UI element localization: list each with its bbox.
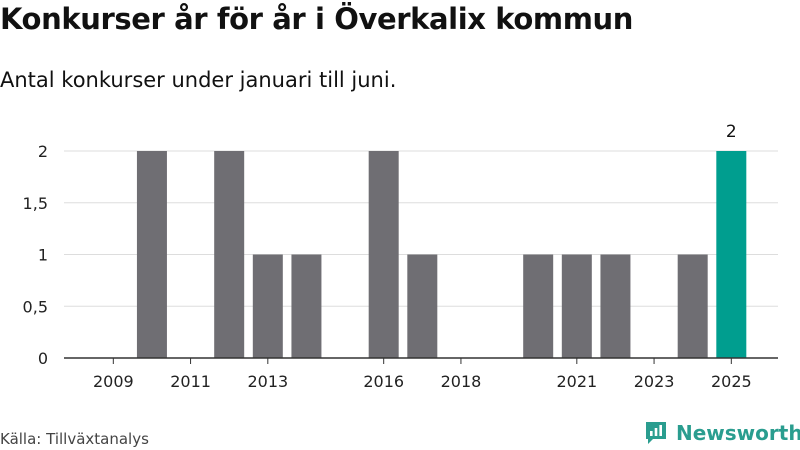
- bar: [291, 254, 322, 358]
- y-tick-label: 1: [38, 246, 48, 265]
- x-tick-label: 2013: [247, 372, 288, 391]
- y-tick-label: 0,5: [23, 297, 48, 316]
- bar: [136, 151, 167, 358]
- y-tick-label: 2: [38, 142, 48, 161]
- x-tick-label: 2011: [170, 372, 211, 391]
- bar: [523, 254, 554, 358]
- x-tick-label: 2016: [363, 372, 404, 391]
- x-tick-label: 2021: [556, 372, 597, 391]
- source-note: Källa: Tillväxtanalys: [0, 430, 149, 448]
- x-tick-label: 2025: [711, 372, 752, 391]
- bar-highlight: [716, 151, 747, 358]
- bar: [561, 254, 592, 358]
- bar: [600, 254, 631, 358]
- bar: [677, 254, 708, 358]
- bar: [368, 151, 399, 358]
- y-tick-label: 1,5: [23, 194, 48, 213]
- x-tick-label: 2009: [93, 372, 134, 391]
- x-tick-label: 2023: [634, 372, 675, 391]
- bar: [252, 254, 283, 358]
- bar: [214, 151, 245, 358]
- y-tick-label: 0: [38, 349, 48, 368]
- chart-title: Konkurser år för år i Överkalix kommun: [0, 2, 634, 36]
- bar: [407, 254, 438, 358]
- brand-name: Newsworthy: [676, 421, 800, 445]
- chart-subtitle: Antal konkurser under januari till juni.: [0, 68, 397, 92]
- x-tick-label: 2018: [441, 372, 482, 391]
- brand-logo: Newsworthy: [644, 420, 800, 446]
- newsworthy-logo-icon: [646, 422, 666, 444]
- bar-chart: 0 0,5 1 1,5 2 2009 2011 2013 2016 2018 2021 2023 202…: [23, 122, 778, 391]
- data-label: 2: [726, 122, 737, 142]
